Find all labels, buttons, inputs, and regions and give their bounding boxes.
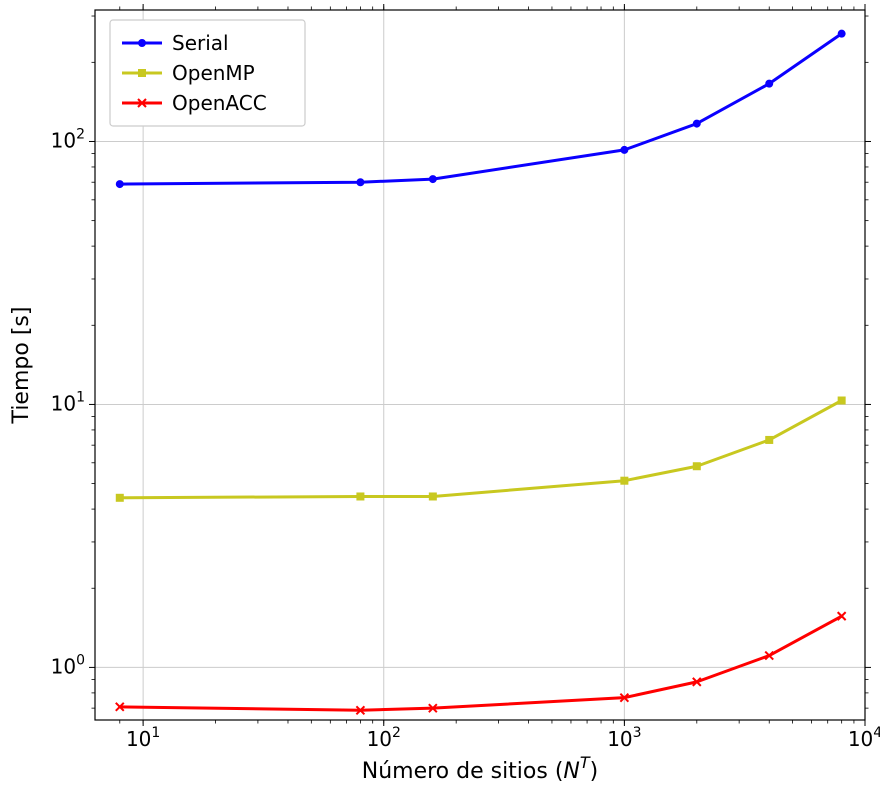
x-tick-label: 102 — [367, 725, 401, 751]
legend-label: OpenMP — [172, 61, 255, 85]
y-tick-label: 102 — [51, 126, 85, 152]
x-tick-label: 104 — [848, 725, 880, 751]
y-tick-label: 101 — [51, 389, 85, 415]
x-tick-label: 101 — [126, 725, 160, 751]
x-axis-label: Número de sitios (NT) — [362, 753, 599, 783]
chart-root: 101102103104100101102Número de sitios (N… — [0, 0, 880, 783]
legend-label: OpenACC — [172, 91, 267, 115]
legend-label: Serial — [172, 31, 229, 55]
y-axis-label: Tiempo [s] — [9, 307, 34, 425]
x-tick-label: 103 — [607, 725, 641, 751]
y-tick-label: 100 — [51, 652, 85, 678]
chart-svg: 101102103104100101102Número de sitios (N… — [0, 0, 880, 783]
